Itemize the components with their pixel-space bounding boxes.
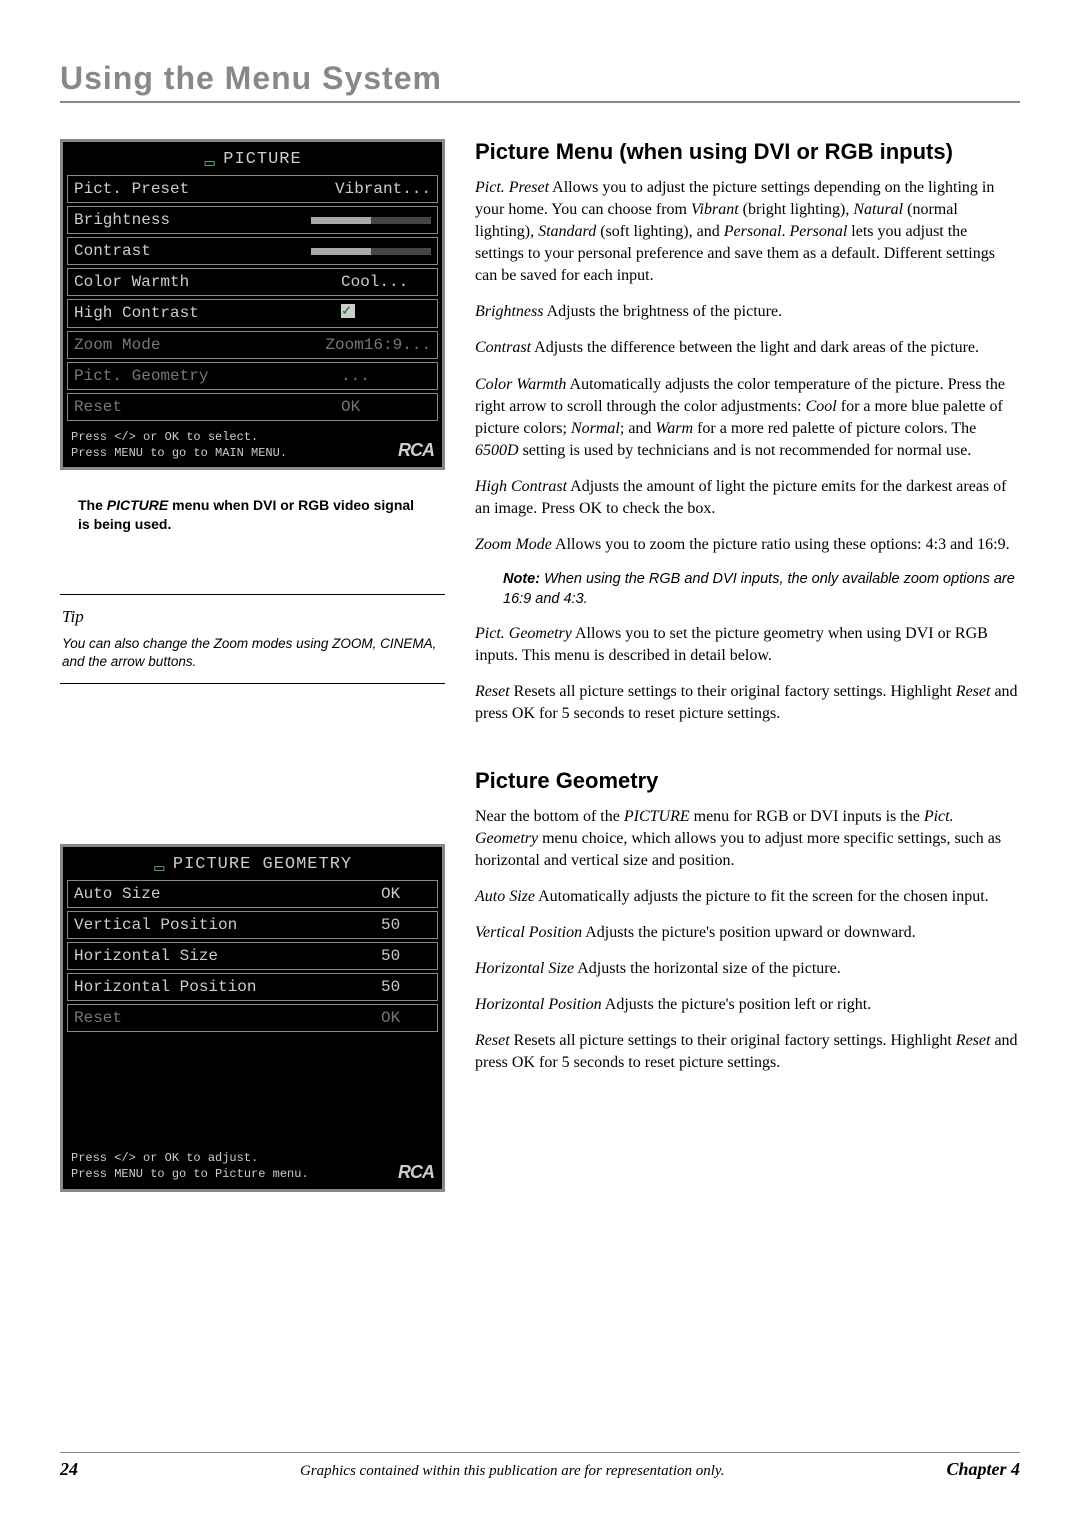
osd-row-value: OK (341, 398, 431, 416)
osd-row-value (311, 211, 431, 229)
osd-row-label: Zoom Mode (74, 336, 325, 354)
para-geom-intro: Near the bottom of the PICTURE menu for … (475, 806, 1020, 872)
osd-row-label: High Contrast (74, 304, 341, 323)
osd-row-value: OK (381, 1009, 431, 1027)
osd-title-text: PICTURE (223, 150, 301, 169)
osd-row-value (341, 304, 431, 323)
para-high-contrast: High Contrast Adjusts the amount of ligh… (475, 476, 1020, 520)
osd-row-value: OK (381, 885, 431, 903)
osd-row[interactable]: ResetOK (67, 393, 438, 421)
osd-row[interactable]: Horizontal Position50 (67, 973, 438, 1001)
osd-row-value: 50 (381, 916, 431, 934)
osd-row[interactable]: High Contrast (67, 299, 438, 328)
chapter-label: Chapter 4 (946, 1459, 1020, 1480)
osd-row-value (311, 242, 431, 260)
monitor-icon: ▭ (153, 858, 167, 870)
para-brightness: Brightness Adjusts the brightness of the… (475, 301, 1020, 323)
osd-title-text: PICTURE GEOMETRY (173, 855, 352, 874)
rca-logo: RCA (398, 1162, 434, 1183)
geometry-osd-menu: ▭PICTURE GEOMETRY Auto SizeOKVertical Po… (60, 844, 445, 1191)
para-color-warmth: Color Warmth Automatically adjusts the c… (475, 374, 1020, 462)
para-zoom-mode: Zoom Mode Allows you to zoom the picture… (475, 534, 1020, 556)
osd-row-label: Reset (74, 398, 341, 416)
osd-title: ▭ PICTURE GEOMETRY (63, 847, 442, 880)
picture-osd-menu: ▭ PICTURE Pict. PresetVibrant... Brightnes… (60, 139, 445, 470)
osd-row[interactable]: Zoom ModeZoom16:9... (67, 331, 438, 359)
osd-hint-2: Press MENU to go to MAIN MENU. (71, 446, 287, 462)
osd-row[interactable]: Brightness (67, 206, 438, 234)
para-auto-size: Auto Size Automatically adjusts the pict… (475, 886, 1020, 908)
osd-row-value: 50 (381, 978, 431, 996)
footer-note: Graphics contained within this publicati… (300, 1463, 725, 1480)
osd-title: ▭ PICTURE (63, 142, 442, 175)
para-vert-pos: Vertical Position Adjusts the picture's … (475, 922, 1020, 944)
osd-footer: Press </> or OK to select. Press MENU to… (63, 424, 442, 467)
para-pict-preset: Pict. Preset Allows you to adjust the pi… (475, 177, 1020, 287)
para-horiz-size: Horizontal Size Adjusts the horizontal s… (475, 958, 1020, 980)
chapter-title: Using the Menu System (60, 60, 1020, 103)
osd-row[interactable]: Auto SizeOK (67, 880, 438, 908)
osd-hint-2: Press MENU to go to Picture menu. (71, 1167, 309, 1183)
tip-title: Tip (62, 607, 443, 627)
osd-row[interactable]: Vertical Position50 (67, 911, 438, 939)
osd-row-label: Pict. Geometry (74, 367, 341, 385)
note-zoom: Note: When using the RGB and DVI inputs,… (475, 570, 1020, 609)
osd-row[interactable]: ResetOK (67, 1004, 438, 1032)
section-heading-1: Picture Menu (when using DVI or RGB inpu… (475, 139, 1020, 165)
para-pict-geometry: Pict. Geometry Allows you to set the pic… (475, 623, 1020, 667)
osd-row-value: Zoom16:9... (325, 336, 431, 354)
section-heading-2: Picture Geometry (475, 768, 1020, 794)
osd-row[interactable]: Horizontal Size50 (67, 942, 438, 970)
para-reset-2: Reset Resets all picture settings to the… (475, 1030, 1020, 1074)
osd-row-label: Color Warmth (74, 273, 341, 291)
osd-row-value: Cool... (341, 273, 431, 291)
osd-row-value: ... (341, 367, 431, 385)
osd-hint-1: Press </> or OK to adjust. (71, 1151, 309, 1167)
rca-logo: RCA (398, 440, 434, 461)
caption-term: PICTURE (107, 497, 168, 513)
tip-box: Tip You can also change the Zoom modes u… (60, 594, 445, 684)
para-contrast: Contrast Adjusts the difference between … (475, 337, 1020, 359)
para-horiz-pos: Horizontal Position Adjusts the picture'… (475, 994, 1020, 1016)
page-number: 24 (60, 1459, 78, 1480)
picture-menu-caption: The PICTURE menu when DVI or RGB video s… (60, 496, 445, 534)
osd-hint-1: Press </> or OK to select. (71, 430, 287, 446)
osd-row[interactable]: Color WarmthCool... (67, 268, 438, 296)
osd-row-label: Auto Size (74, 885, 381, 903)
tip-body: You can also change the Zoom modes using… (62, 635, 443, 671)
page-footer: 24 Graphics contained within this public… (60, 1452, 1020, 1480)
osd-row-label: Vertical Position (74, 916, 381, 934)
monitor-icon: ▭ (203, 153, 217, 165)
osd-row-label: Brightness (74, 211, 311, 229)
osd-row[interactable]: Contrast (67, 237, 438, 265)
osd-row[interactable]: Pict. PresetVibrant... (67, 175, 438, 203)
osd-row-value: 50 (381, 947, 431, 965)
osd-row-label: Horizontal Size (74, 947, 381, 965)
osd-row-label: Reset (74, 1009, 381, 1027)
osd-row-label: Horizontal Position (74, 978, 381, 996)
osd-footer: Press </> or OK to adjust. Press MENU to… (63, 1145, 442, 1188)
osd-row-value: Vibrant... (335, 180, 431, 198)
para-reset-1: Reset Resets all picture settings to the… (475, 681, 1020, 725)
osd-row-label: Pict. Preset (74, 180, 335, 198)
osd-row-label: Contrast (74, 242, 311, 260)
osd-row[interactable]: Pict. Geometry... (67, 362, 438, 390)
